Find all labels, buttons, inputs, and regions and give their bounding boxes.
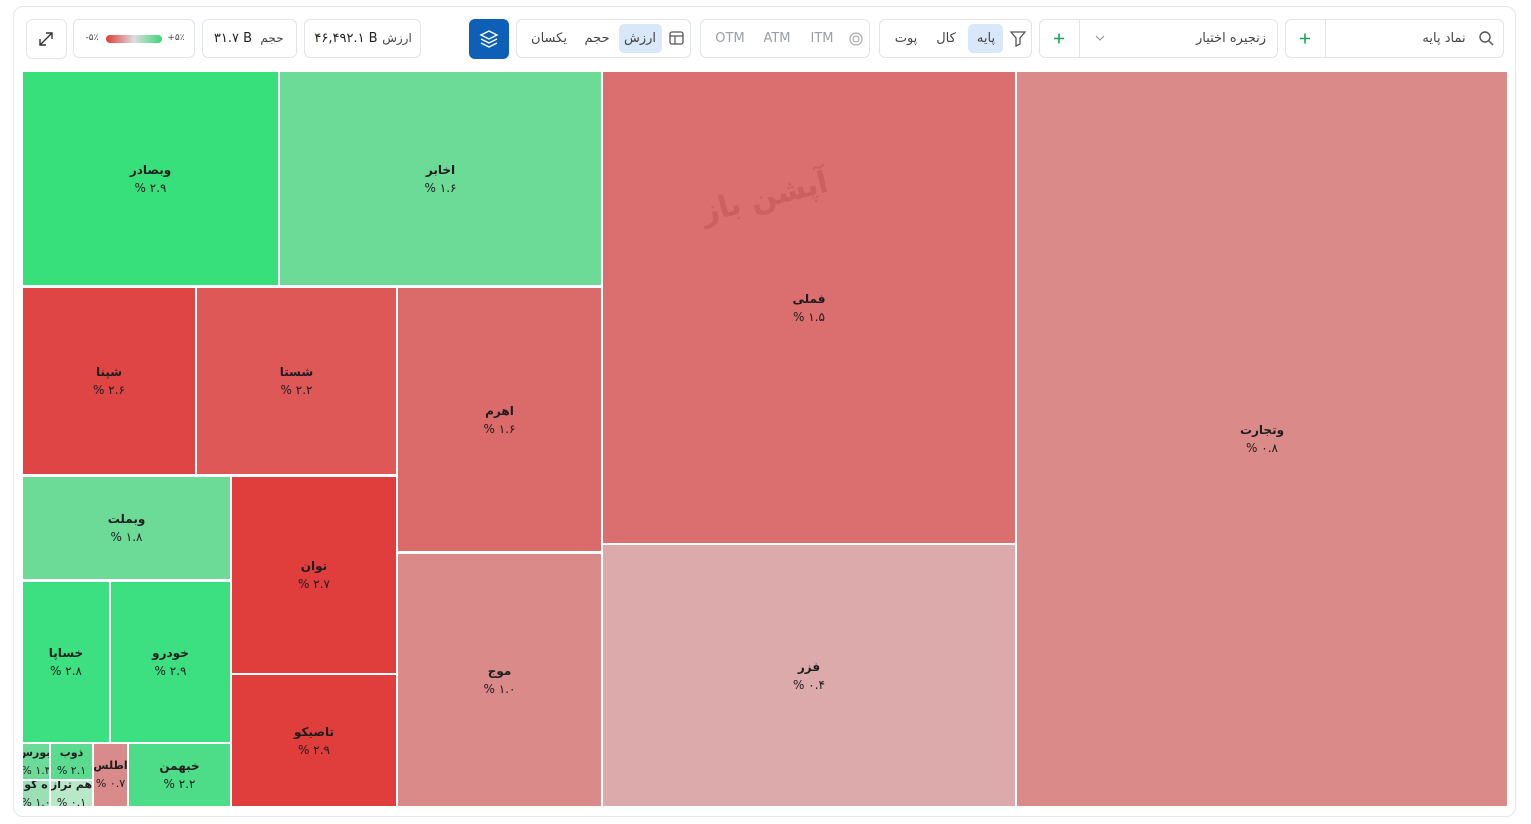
moneyness[interactable]: ATM <box>763 31 791 46</box>
legend-gradient <box>106 35 162 43</box>
chain-select[interactable]: زنجیره اختیار <box>1039 19 1278 58</box>
tile-change: % ۲.۷ <box>298 577 330 591</box>
expand-button[interactable] <box>26 19 67 59</box>
target-icon <box>849 32 863 46</box>
tile-symbol: اطلس <box>93 759 128 772</box>
add-button[interactable] <box>1040 20 1079 57</box>
moneyness[interactable]: ITM <box>810 31 834 46</box>
tile-symbol: فملی <box>792 291 826 306</box>
tile-change: % ۲.۹ <box>298 742 330 757</box>
treemap-tile[interactable]: هم تراز % ۰.۱ <box>50 780 93 807</box>
treemap-tile[interactable]: وتجارت % ۰.۸ <box>1016 71 1508 807</box>
tile-symbol: ذوب <box>59 745 84 759</box>
tile-change: % ۲.۶ <box>93 383 125 397</box>
treemap-tile[interactable]: شستا % ۲.۲ <box>196 287 397 475</box>
tile-change: % ۲.۱ <box>56 763 87 777</box>
tile-change: % ۱.۰ <box>22 795 50 807</box>
value: ۴۶,۴۹۲.۱ B <box>314 31 378 46</box>
legend-min: -۵٪ <box>85 33 99 43</box>
chain-label: زنجیره اختیار <box>1195 31 1267 46</box>
tile-change: % ۲.۲ <box>280 383 313 397</box>
tile-change: % ۱.۳ <box>22 763 50 777</box>
tile-symbol: موج <box>487 664 512 678</box>
tile-symbol: تاصیکو <box>293 724 334 739</box>
tile-change: % ۱.۶ <box>424 180 457 195</box>
tile-change: % ۱.۸ <box>110 530 143 544</box>
treemap-tile[interactable]: تاصیکو % ۲.۹ <box>231 674 397 807</box>
size-by[interactable]: یکسان <box>531 31 567 46</box>
treemap-tile[interactable]: ذوب % ۲.۱ <box>50 743 93 780</box>
tile-change: % ۲.۹ <box>134 180 167 195</box>
tile-symbol: فزر <box>797 659 821 674</box>
tile-change: % ۲.۲ <box>163 777 196 791</box>
tile-change: % ۲.۸ <box>50 664 82 678</box>
tile-change: % ۲.۹ <box>154 664 187 678</box>
treemap-tile[interactable]: شپنا % ۲.۶ <box>22 287 196 475</box>
tile-change: % ۰.۷ <box>95 777 126 790</box>
panel <box>13 6 1516 817</box>
value-label: ارزش <box>382 31 412 45</box>
search-placeholder: نماد پایه <box>1422 31 1466 46</box>
layers-button[interactable] <box>469 19 509 59</box>
tile-symbol: هم تراز <box>50 780 93 791</box>
treemap-tile[interactable]: فزر % ۰.۴ <box>602 544 1016 807</box>
tile-symbol: وتجارت <box>1239 423 1285 437</box>
tile-symbol: شستا <box>279 365 314 379</box>
tile-symbol: ابورس <box>23 745 50 759</box>
treemap-tile[interactable]: اهرم % ۱.۶ <box>397 287 602 552</box>
size-by-group: ارزش حجم یکسان <box>516 19 691 58</box>
tile-symbol: شپنا <box>95 365 123 379</box>
tile-change: % ۰.۴ <box>793 677 825 692</box>
option-type-group: پایه کال پوت <box>879 19 1032 58</box>
moneyness-group: ITM ATM OTM <box>700 19 870 58</box>
option-type[interactable]: پوت <box>894 31 918 46</box>
treemap-tile[interactable]: خساپا % ۲.۸ <box>22 581 110 743</box>
tile-symbol: وبملت <box>107 512 146 526</box>
color-legend: -۵٪ +۵٪ <box>73 19 195 58</box>
chevron <box>1095 35 1105 41</box>
moneyness[interactable]: OTM <box>715 31 745 46</box>
tile-change: % ۰.۸ <box>1246 441 1278 455</box>
filter-icon <box>1009 31 1027 48</box>
volume-label: حجم <box>260 31 284 45</box>
tile-symbol: اهرم <box>485 403 514 418</box>
treemap-tile[interactable]: وبملت % ۱.۸ <box>22 476 231 580</box>
tile-change: % ۱.۶ <box>483 421 516 436</box>
treemap-tile[interactable]: فملی % ۱.۵ <box>602 71 1016 544</box>
tile-symbol: خودرو <box>152 646 189 660</box>
tile-change: % ۰.۱ <box>56 795 87 807</box>
option-type[interactable]: کال <box>936 31 956 46</box>
volume-box: حجم ۳۱.۷ B <box>202 19 297 58</box>
treemap-tile[interactable]: موج % ۱.۰ <box>397 553 602 807</box>
treemap-tile[interactable]: ه کو % ۱.۰ <box>22 780 50 807</box>
tile-change: % ۱.۰ <box>483 682 516 696</box>
treemap-tile[interactable]: اطلس % ۰.۷ <box>93 743 128 807</box>
tile-symbol: خبهمن <box>159 759 200 773</box>
tile-symbol: خساپا <box>48 646 84 660</box>
add-button[interactable] <box>1286 20 1325 57</box>
treemap-tile[interactable]: خبهمن % ۲.۲ <box>128 743 231 807</box>
value-box: ارزش ۴۶,۴۹۲.۱ B <box>304 19 421 58</box>
tile-symbol: ه کو <box>24 780 48 791</box>
treemap-tile[interactable]: توان % ۲.۷ <box>231 476 397 674</box>
treemap-tile[interactable]: خودرو % ۲.۹ <box>110 581 231 743</box>
tile-symbol: وبصادر <box>129 162 172 177</box>
tile-symbol: توان <box>300 559 328 573</box>
tile-change: % ۱.۵ <box>793 309 825 324</box>
search-icon <box>1479 31 1494 46</box>
treemap-tile[interactable]: ابورس % ۱.۳ <box>22 743 50 780</box>
size-by[interactable]: ارزش <box>623 31 657 46</box>
option-type[interactable]: پایه <box>976 31 996 46</box>
legend-max: +۵٪ <box>167 33 185 43</box>
volume: ۳۱.۷ B <box>213 31 253 46</box>
table-icon <box>669 31 684 45</box>
treemap-tile[interactable]: وبصادر % ۲.۹ <box>22 71 279 286</box>
size-by[interactable]: حجم <box>584 31 610 46</box>
treemap-tile[interactable]: اخابر % ۱.۶ <box>279 71 602 286</box>
search-box[interactable]: نماد پایه <box>1285 19 1504 58</box>
tile-symbol: اخابر <box>425 162 456 177</box>
